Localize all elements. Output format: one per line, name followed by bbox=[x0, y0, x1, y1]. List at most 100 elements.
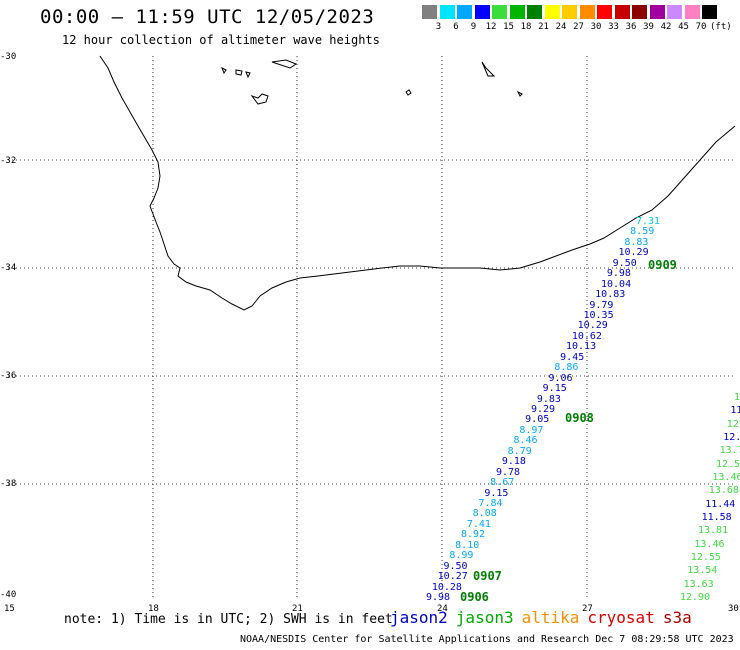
wave-height-value: 10.29 bbox=[618, 247, 649, 259]
colorbar-label: 6 bbox=[453, 22, 459, 32]
legend-entry: altika bbox=[521, 608, 580, 627]
page-subtitle: 12 hour collection of altimeter wave hei… bbox=[62, 33, 380, 47]
wave-height-value: 9.29 bbox=[531, 404, 556, 415]
track-time-label: 0909 bbox=[648, 258, 677, 272]
wave-height-value: 8.83 bbox=[624, 236, 649, 248]
wave-height-value: 7.31 bbox=[636, 216, 661, 227]
colorbar-label: 15 bbox=[503, 22, 514, 32]
colorbar-swatch bbox=[579, 5, 595, 19]
colorbar-label: 24 bbox=[555, 22, 567, 32]
wave-height-value: 8.86 bbox=[554, 362, 579, 374]
wave-height-value: 13.7 bbox=[719, 445, 740, 457]
wave-height-value: 9.79 bbox=[589, 299, 614, 311]
wave-height-value: 8.92 bbox=[461, 529, 486, 541]
islands bbox=[221, 59, 523, 105]
lat-label: -34 bbox=[0, 263, 17, 273]
wave-height-value: 10.13 bbox=[566, 341, 597, 353]
lat-label: -40 bbox=[0, 590, 17, 600]
coastline bbox=[99, 55, 736, 311]
wave-height-value: 13.46 bbox=[694, 538, 725, 550]
lon-label: 15 bbox=[4, 604, 15, 614]
lon-label: 27 bbox=[582, 604, 593, 614]
wave-height-value: 13.81 bbox=[698, 525, 729, 537]
colorbar-label: 45 bbox=[678, 22, 689, 32]
wave-height-value: 13.68 bbox=[708, 485, 739, 497]
wave-height-value: 8.79 bbox=[507, 445, 532, 457]
track-time-label: 0908 bbox=[565, 411, 594, 425]
wave-height-value: 11 bbox=[730, 405, 740, 417]
wave-height-value: 10.29 bbox=[577, 320, 608, 332]
wave-height-value: 9.98 bbox=[606, 268, 631, 280]
graticule bbox=[8, 56, 735, 598]
lon-label: 30 bbox=[728, 604, 739, 614]
colorbar-swatch bbox=[649, 5, 665, 19]
wave-height-value: 10.83 bbox=[595, 289, 626, 301]
colorbar-swatch bbox=[667, 5, 682, 19]
colorbar-swatch bbox=[439, 5, 455, 19]
wave-height-value: 1 bbox=[734, 392, 740, 403]
wave-height-value: 9.18 bbox=[501, 456, 526, 468]
wave-height-value: 8.59 bbox=[630, 226, 655, 238]
colorbar-label: 33 bbox=[608, 22, 619, 32]
colorbar-swatch bbox=[702, 5, 717, 19]
colorbar-label: 18 bbox=[520, 22, 532, 32]
legend-entry: jason3 bbox=[455, 608, 514, 627]
colorbar-label: 21 bbox=[538, 22, 549, 32]
colorbar-swatch bbox=[422, 5, 437, 19]
colorbar-label: 3 bbox=[435, 22, 442, 32]
wave-height-value: 12.0 bbox=[723, 432, 740, 443]
colorbar-label: 12 bbox=[485, 22, 497, 32]
lon-label: 24 bbox=[437, 604, 448, 614]
wave-height-value: 9.15 bbox=[542, 383, 567, 395]
colorbar-swatch bbox=[457, 5, 472, 19]
lat-label: -30 bbox=[0, 52, 17, 62]
legend-entry: jason2 bbox=[390, 608, 448, 627]
lat-label: -38 bbox=[0, 479, 17, 489]
wave-height-value: 9.50 bbox=[612, 257, 637, 269]
wave-height-value: 11.44 bbox=[705, 498, 736, 510]
wave-height-value: 8.46 bbox=[513, 435, 538, 447]
colorbar-label: 27 bbox=[573, 22, 584, 32]
colorbar-swatch bbox=[509, 5, 525, 19]
colorbar-swatch bbox=[492, 5, 507, 19]
lon-label: 18 bbox=[148, 604, 159, 614]
lat-label: -32 bbox=[0, 156, 17, 166]
wave-height-value: 12 bbox=[726, 418, 739, 430]
wave-height-value: 10.62 bbox=[571, 330, 602, 342]
wave-height-value: 8.99 bbox=[449, 550, 474, 562]
wave-height-value: 13.54 bbox=[687, 565, 718, 577]
colorbar-unit: (ft) bbox=[710, 22, 732, 32]
colorbar-swatch bbox=[684, 5, 700, 19]
wave-height-value: 9.05 bbox=[525, 414, 550, 426]
legend-entry: cryosat bbox=[587, 608, 655, 627]
colorbar-label: 70 bbox=[695, 22, 707, 32]
wave-height-value: 8.67 bbox=[490, 477, 515, 489]
page-title: 00:00 — 11:59 UTC 12/05/2023 bbox=[40, 6, 375, 28]
legend-entry: s3a bbox=[662, 608, 692, 627]
wave-height-value: 8.10 bbox=[455, 539, 480, 551]
colorbar-label: 42 bbox=[660, 22, 672, 32]
wave-height-value: 9.98 bbox=[426, 592, 451, 603]
wave-height-value: 7.84 bbox=[478, 498, 503, 509]
colorbar-label: 30 bbox=[590, 22, 602, 32]
track-time-label: 0907 bbox=[473, 569, 502, 583]
satellite-legend: jason2 jason3 altika cryosat s3a bbox=[390, 608, 700, 627]
track-time-label: 0906 bbox=[460, 590, 489, 604]
wave-height-value: 9.50 bbox=[443, 560, 468, 572]
wave-height-value: 12.90 bbox=[680, 592, 711, 603]
colorbar-swatch bbox=[544, 5, 560, 19]
wave-height-value: 10.35 bbox=[583, 310, 614, 321]
colorbar-swatch bbox=[632, 5, 647, 19]
colorbar-swatch bbox=[614, 5, 630, 19]
lon-label: 21 bbox=[292, 604, 303, 614]
wave-height-value: 11.58 bbox=[701, 512, 732, 523]
wave-height-value: 13.63 bbox=[683, 578, 714, 590]
colorbar-swatch bbox=[527, 5, 542, 19]
wave-height-value: 9.78 bbox=[496, 466, 521, 478]
colorbar-label: 9 bbox=[470, 22, 477, 32]
colorbar-swatch bbox=[562, 5, 577, 19]
colorbar-label: 39 bbox=[643, 22, 654, 32]
wave-height-value: 8.08 bbox=[472, 508, 497, 520]
wave-height-value: 12.5 bbox=[716, 458, 740, 470]
